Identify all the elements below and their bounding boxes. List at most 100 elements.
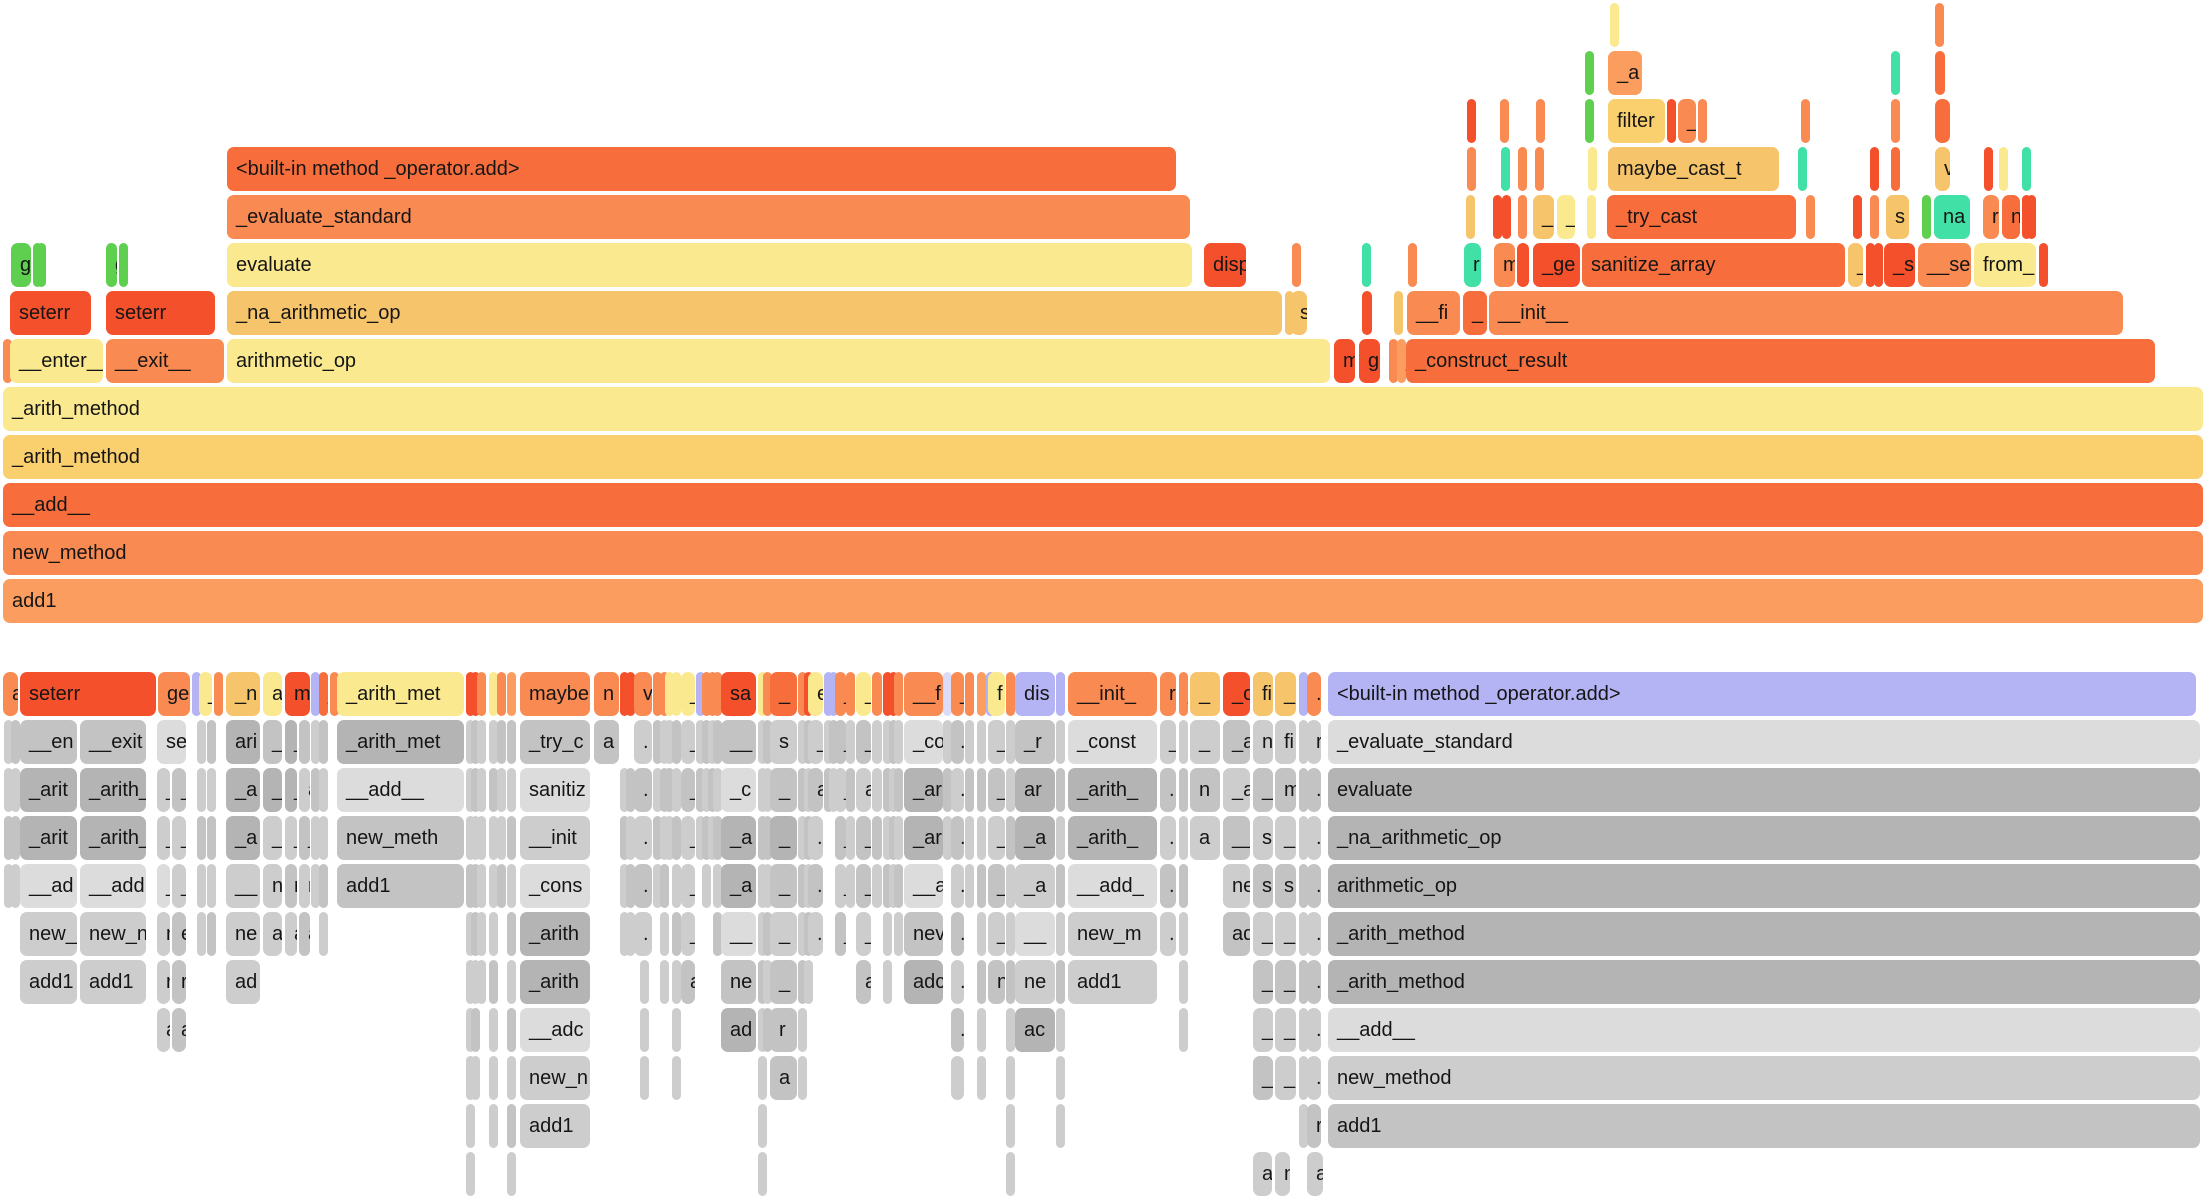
flame-bar[interactable]: r (770, 1008, 797, 1052)
flame-sliver[interactable] (665, 816, 674, 860)
flame-sliver[interactable] (672, 816, 681, 860)
flame-bar[interactable]: _na_arithmetic_op (227, 291, 1282, 335)
flame-bar[interactable]: n (1190, 768, 1220, 812)
flame-bar[interactable]: . (894, 672, 903, 716)
flame-bar[interactable]: __add__ (337, 768, 464, 812)
flame-bar[interactable]: _a (1223, 768, 1250, 812)
flame-sliver[interactable] (489, 912, 498, 956)
flame-bar[interactable]: f (988, 672, 1005, 716)
flame-bar[interactable]: _ (988, 864, 1005, 908)
flame-bar[interactable]: _a (721, 864, 756, 908)
flame-bar[interactable]: n (594, 672, 619, 716)
flame-sliver[interactable] (1299, 864, 1308, 908)
flame-sliver[interactable] (1853, 195, 1862, 239)
flame-bar[interactable]: _ (681, 864, 695, 908)
flame-bar[interactable]: __exit (80, 720, 146, 764)
flame-bar[interactable]: n (1253, 720, 1273, 764)
flame-bar[interactable]: add1 (1328, 1104, 2200, 1148)
flame-sliver[interactable] (653, 768, 662, 812)
flame-bar[interactable]: _ (157, 864, 170, 908)
flame-sliver[interactable] (471, 960, 480, 1004)
flame-sliver[interactable] (965, 720, 974, 764)
flame-sliver[interactable] (640, 960, 649, 1004)
flame-bar[interactable]: nev (904, 912, 943, 956)
flame-sliver[interactable] (2022, 147, 2031, 191)
flame-bar[interactable]: _ (263, 768, 282, 812)
flame-sliver[interactable] (1056, 720, 1065, 764)
flame-sliver[interactable] (758, 960, 767, 1004)
flame-bar[interactable]: na (1934, 195, 1970, 239)
flame-sliver[interactable] (1056, 672, 1065, 716)
flame-bar[interactable]: _construct_result (1406, 339, 2155, 383)
flame-sliver[interactable] (653, 864, 662, 908)
flame-bar[interactable]: . (1307, 912, 1321, 956)
flame-sliver[interactable] (1056, 816, 1065, 860)
flame-bar[interactable]: _na_arithmetic_op (1328, 816, 2200, 860)
flame-bar[interactable]: arithmetic_op (1328, 864, 2200, 908)
flame-sliver[interactable] (507, 1152, 516, 1196)
flame-sliver[interactable] (626, 864, 635, 908)
flame-sliver[interactable] (1518, 195, 1527, 239)
flame-bar[interactable]: s (1886, 195, 1909, 239)
flame-sliver[interactable] (1667, 99, 1676, 143)
flame-bar[interactable]: __fi (1407, 291, 1460, 335)
flame-bar[interactable]: _ (770, 960, 797, 1004)
flame-sliver[interactable] (758, 1056, 767, 1100)
flame-sliver[interactable] (466, 864, 475, 908)
flame-sliver[interactable] (977, 768, 986, 812)
flame-bar[interactable]: _ (681, 768, 695, 812)
flame-bar[interactable]: _ (1253, 912, 1273, 956)
flame-bar[interactable]: _ (835, 768, 846, 812)
flame-bar[interactable]: _ (770, 864, 797, 908)
flame-sliver[interactable] (943, 720, 952, 764)
flame-sliver[interactable] (1806, 195, 1815, 239)
flame-bar[interactable]: adc (904, 960, 943, 1004)
flame-bar[interactable]: _ (172, 816, 186, 860)
flame-bar[interactable]: s (1275, 864, 1296, 908)
flame-sliver[interactable] (1299, 960, 1308, 1004)
flame-sliver[interactable] (708, 816, 717, 860)
flame-bar[interactable]: a (263, 912, 282, 956)
flame-sliver[interactable] (951, 1056, 964, 1100)
flame-sliver[interactable] (758, 720, 767, 764)
flame-bar[interactable]: add1 (20, 960, 77, 1004)
flame-bar[interactable]: . (634, 720, 652, 764)
flame-bar[interactable]: __add__ (1328, 1008, 2200, 1052)
flame-sliver[interactable] (977, 720, 986, 764)
flame-bar[interactable]: _ (835, 720, 846, 764)
flame-bar[interactable]: _a (226, 768, 260, 812)
flame-sliver[interactable] (1493, 195, 1502, 239)
flame-sliver[interactable] (489, 672, 498, 716)
flame-sliver[interactable] (696, 816, 705, 860)
flame-bar[interactable]: __se (1918, 243, 1971, 287)
flame-bar[interactable]: . (872, 720, 882, 764)
flame-bar[interactable]: a (299, 912, 310, 956)
flame-bar[interactable]: __exit__ (106, 339, 224, 383)
flame-bar[interactable]: a (319, 912, 328, 956)
flame-sliver[interactable] (763, 816, 772, 860)
flame-bar[interactable]: . (951, 912, 964, 956)
flame-bar[interactable]: _ (1190, 672, 1220, 716)
flame-bar[interactable]: _ (172, 864, 186, 908)
flame-sliver[interactable] (1056, 960, 1065, 1004)
flame-bar[interactable]: _c (721, 768, 756, 812)
flame-bar[interactable]: n (1275, 1152, 1290, 1196)
flame-sliver[interactable] (1299, 768, 1308, 812)
flame-bar[interactable]: n (299, 864, 310, 908)
flame-sliver[interactable] (640, 1008, 649, 1052)
flame-sliver[interactable] (207, 912, 216, 956)
flame-bar[interactable]: sanitiz (520, 768, 590, 812)
flame-bar[interactable]: m (1334, 339, 1355, 383)
flame-bar[interactable]: _ar (904, 768, 943, 812)
flame-bar[interactable]: _ (1275, 672, 1296, 716)
flame-sliver[interactable] (620, 672, 629, 716)
flame-bar[interactable]: . (846, 672, 855, 716)
flame-sliver[interactable] (1801, 99, 1810, 143)
flame-sliver[interactable] (1006, 864, 1015, 908)
flame-sliver[interactable] (758, 672, 767, 716)
flame-bar[interactable]: . (634, 864, 652, 908)
flame-sliver[interactable] (1891, 51, 1900, 95)
flame-sliver[interactable] (4, 768, 13, 812)
flame-sliver[interactable] (197, 912, 206, 956)
flame-bar[interactable]: _ (770, 768, 797, 812)
